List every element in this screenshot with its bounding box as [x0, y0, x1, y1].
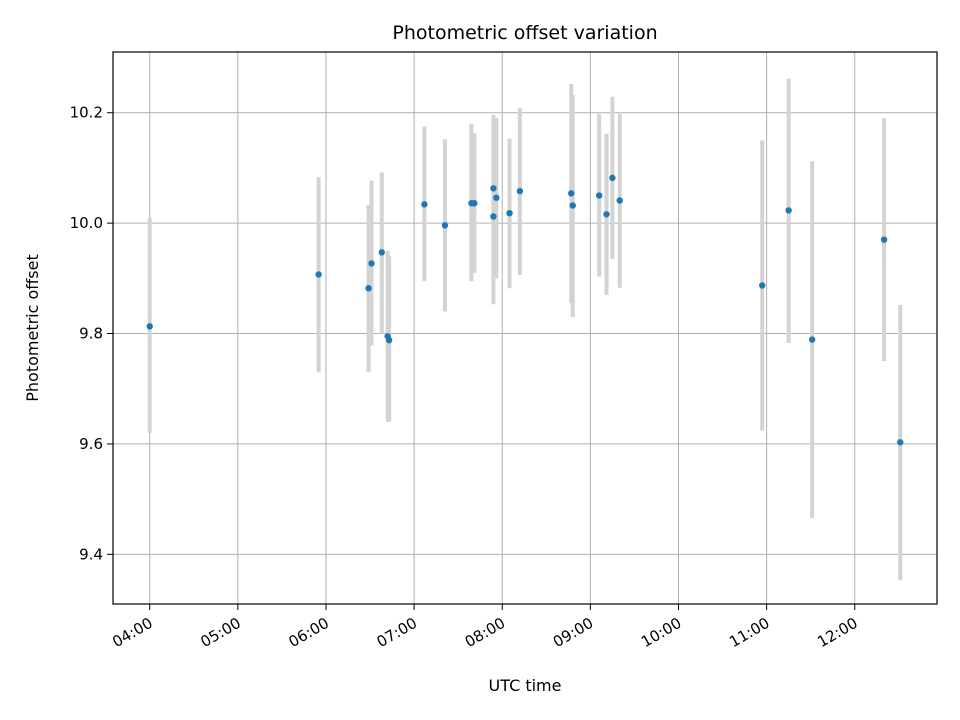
y-tick-label: 10.0 — [70, 214, 103, 232]
data-point — [368, 260, 375, 267]
x-tick-label: 07:00 — [374, 614, 420, 651]
y-tick-label: 9.6 — [79, 435, 103, 453]
data-point — [759, 282, 766, 289]
grid — [113, 52, 937, 604]
plot-frame — [112, 51, 938, 605]
x-axis-label: UTC time — [489, 676, 562, 695]
y-axis-label: Photometric offset — [23, 254, 42, 402]
data-point — [493, 194, 500, 201]
data-point — [785, 207, 792, 214]
y-tick-label: 10.2 — [70, 104, 103, 122]
data-points — [146, 174, 904, 446]
data-point — [595, 192, 603, 199]
data-point — [146, 323, 153, 330]
data-point — [569, 202, 576, 209]
y-tick-label: 9.8 — [79, 325, 103, 343]
data-point — [490, 185, 497, 192]
data-point — [506, 209, 513, 217]
x-tick-label: 12:00 — [814, 614, 860, 651]
data-point — [616, 197, 623, 204]
data-point — [385, 336, 393, 344]
data-point — [516, 187, 524, 195]
data-point — [365, 285, 372, 292]
x-tick-label: 06:00 — [286, 614, 332, 651]
data-point — [880, 236, 888, 243]
data-point — [378, 249, 385, 256]
data-point — [603, 211, 610, 218]
data-point — [441, 222, 449, 229]
chart-title: Photometric offset variation — [392, 22, 657, 44]
x-tick-label: 08:00 — [462, 614, 508, 651]
x-tick-label: 04:00 — [109, 614, 155, 651]
x-tick-label: 11:00 — [726, 614, 772, 651]
data-point — [490, 213, 497, 220]
error-bars — [147, 78, 903, 581]
y-axis: 9.4 9.6 9.8 10.0 10.2 — [70, 104, 113, 563]
x-tick-label: 05:00 — [197, 614, 243, 651]
x-tick-label: 09:00 — [550, 614, 596, 651]
data-point — [421, 201, 428, 208]
y-tick-label: 9.4 — [79, 545, 103, 563]
data-point — [471, 200, 478, 207]
data-point — [568, 190, 575, 197]
data-point — [897, 439, 904, 446]
data-point — [609, 174, 616, 182]
data-point — [315, 271, 322, 278]
data-point — [808, 336, 816, 343]
x-tick-label: 10:00 — [638, 614, 684, 651]
x-axis: 04:00 05:00 06:00 07:00 08:00 09:00 10:00 11:00… — [109, 604, 861, 651]
